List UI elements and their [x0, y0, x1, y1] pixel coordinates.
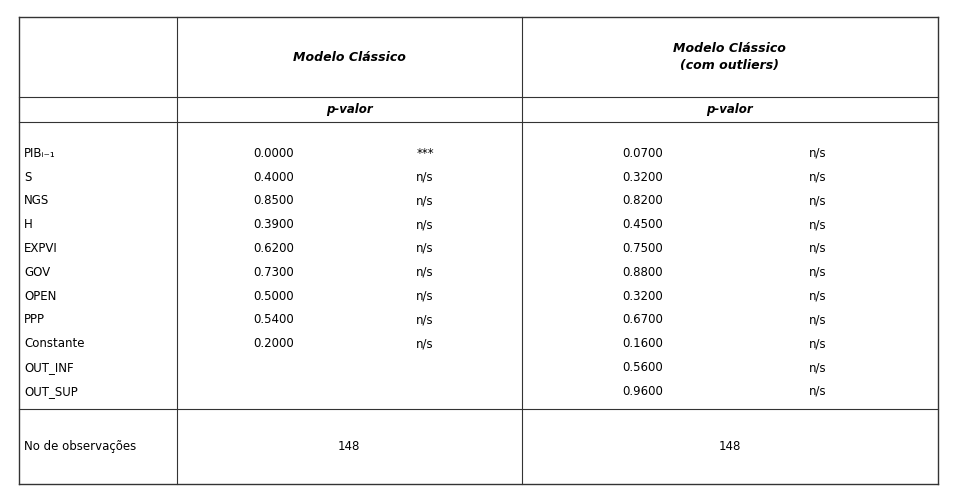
Text: 0.0700: 0.0700 — [622, 147, 663, 160]
Text: Modelo Clássico: Modelo Clássico — [293, 51, 406, 63]
Text: 0.7300: 0.7300 — [254, 266, 295, 279]
Text: GOV: GOV — [24, 266, 50, 279]
Text: 0.1600: 0.1600 — [622, 337, 663, 350]
Text: n/s: n/s — [416, 218, 434, 231]
Text: ***: *** — [416, 147, 434, 160]
Text: n/s: n/s — [809, 218, 826, 231]
Text: PPP: PPP — [24, 313, 45, 326]
Text: Constante: Constante — [24, 337, 84, 350]
Text: n/s: n/s — [809, 171, 826, 184]
Text: n/s: n/s — [809, 290, 826, 303]
Text: H: H — [24, 218, 33, 231]
Text: n/s: n/s — [416, 171, 434, 184]
Text: Modelo Clássico
(com outliers): Modelo Clássico (com outliers) — [674, 42, 786, 72]
Text: n/s: n/s — [809, 313, 826, 326]
Text: 0.2000: 0.2000 — [254, 337, 295, 350]
Text: n/s: n/s — [809, 266, 826, 279]
Text: n/s: n/s — [809, 147, 826, 160]
Text: n/s: n/s — [416, 313, 434, 326]
Text: n/s: n/s — [416, 290, 434, 303]
Text: 0.8500: 0.8500 — [254, 194, 294, 207]
Text: p-valor: p-valor — [706, 103, 753, 116]
Text: n/s: n/s — [809, 194, 826, 207]
Text: n/s: n/s — [416, 337, 434, 350]
Text: 0.7500: 0.7500 — [622, 242, 663, 255]
Text: 148: 148 — [338, 440, 361, 453]
Text: 0.3900: 0.3900 — [254, 218, 295, 231]
Text: n/s: n/s — [416, 266, 434, 279]
Text: S: S — [24, 171, 32, 184]
Text: 0.5000: 0.5000 — [254, 290, 294, 303]
Text: n/s: n/s — [809, 337, 826, 350]
Text: PIBᵢ₋₁: PIBᵢ₋₁ — [24, 147, 56, 160]
Text: 0.3200: 0.3200 — [622, 290, 663, 303]
Text: 0.4000: 0.4000 — [254, 171, 295, 184]
Text: 0.9600: 0.9600 — [622, 385, 663, 398]
Text: n/s: n/s — [416, 194, 434, 207]
Text: OUT_SUP: OUT_SUP — [24, 385, 78, 398]
Text: 0.6200: 0.6200 — [254, 242, 295, 255]
Text: 0.8800: 0.8800 — [622, 266, 662, 279]
Text: 0.8200: 0.8200 — [622, 194, 663, 207]
Text: No de observações: No de observações — [24, 440, 136, 453]
Text: OPEN: OPEN — [24, 290, 56, 303]
Text: 148: 148 — [719, 440, 741, 453]
Text: n/s: n/s — [809, 242, 826, 255]
Text: 0.0000: 0.0000 — [254, 147, 294, 160]
Text: p-valor: p-valor — [326, 103, 372, 116]
Text: n/s: n/s — [416, 242, 434, 255]
Text: 0.4500: 0.4500 — [622, 218, 663, 231]
Text: 0.6700: 0.6700 — [622, 313, 663, 326]
Text: EXPVI: EXPVI — [24, 242, 57, 255]
Text: 0.5400: 0.5400 — [254, 313, 295, 326]
Text: NGS: NGS — [24, 194, 49, 207]
Text: OUT_INF: OUT_INF — [24, 361, 74, 374]
Text: 0.3200: 0.3200 — [622, 171, 663, 184]
Text: n/s: n/s — [809, 385, 826, 398]
Text: 0.5600: 0.5600 — [622, 361, 663, 374]
Text: n/s: n/s — [809, 361, 826, 374]
